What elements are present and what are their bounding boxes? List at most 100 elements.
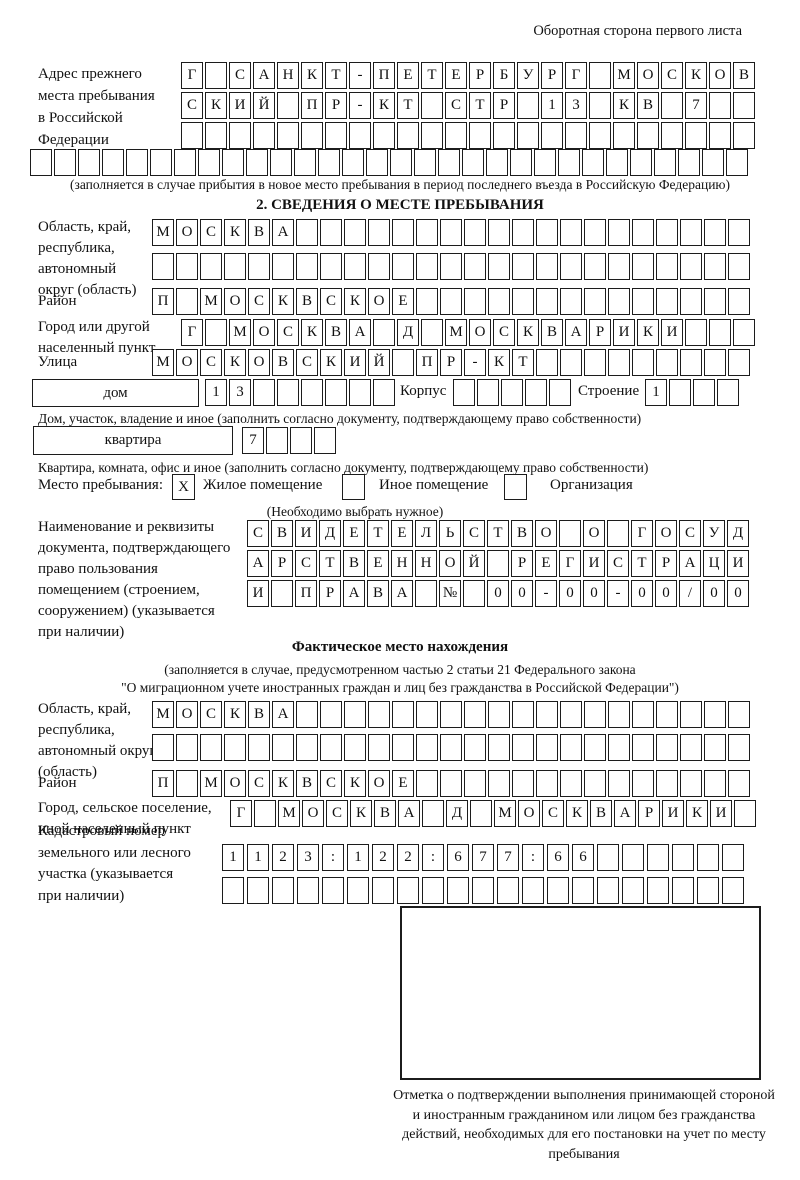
- char-cell[interactable]: 6: [447, 844, 469, 871]
- char-cell[interactable]: С: [661, 62, 683, 89]
- char-cell[interactable]: [525, 379, 547, 406]
- char-cell[interactable]: [685, 122, 707, 149]
- char-cell[interactable]: И: [613, 319, 635, 346]
- char-cell[interactable]: Р: [325, 92, 347, 119]
- char-cell[interactable]: А: [272, 219, 294, 246]
- char-cell[interactable]: [416, 734, 438, 761]
- char-cell[interactable]: 2: [372, 844, 394, 871]
- char-cell[interactable]: [102, 149, 124, 176]
- char-cell[interactable]: К: [224, 349, 246, 376]
- char-cell[interactable]: Б: [493, 62, 515, 89]
- char-cell[interactable]: [560, 253, 582, 280]
- char-cell[interactable]: Г: [181, 319, 203, 346]
- char-cell[interactable]: Е: [392, 770, 414, 797]
- char-cell[interactable]: [607, 520, 629, 547]
- char-cell[interactable]: [678, 149, 700, 176]
- char-cell[interactable]: [440, 253, 462, 280]
- char-cell[interactable]: [572, 877, 594, 904]
- char-cell[interactable]: [622, 844, 644, 871]
- char-cell[interactable]: С: [493, 319, 515, 346]
- char-cell[interactable]: [512, 219, 534, 246]
- char-cell[interactable]: [704, 288, 726, 315]
- char-cell[interactable]: [728, 219, 750, 246]
- char-cell[interactable]: М: [613, 62, 635, 89]
- char-cell[interactable]: С: [229, 62, 251, 89]
- char-cell[interactable]: [416, 288, 438, 315]
- char-cell[interactable]: [486, 149, 508, 176]
- char-cell[interactable]: [512, 701, 534, 728]
- char-cell[interactable]: [597, 877, 619, 904]
- char-cell[interactable]: Е: [445, 62, 467, 89]
- char-cell[interactable]: 3: [297, 844, 319, 871]
- char-cell[interactable]: К: [320, 349, 342, 376]
- char-cell[interactable]: [582, 149, 604, 176]
- char-cell[interactable]: Г: [230, 800, 252, 827]
- char-cell[interactable]: [726, 149, 748, 176]
- char-cell[interactable]: В: [733, 62, 755, 89]
- char-cell[interactable]: [589, 92, 611, 119]
- char-cell[interactable]: [477, 379, 499, 406]
- char-cell[interactable]: Т: [512, 349, 534, 376]
- char-cell[interactable]: [397, 877, 419, 904]
- char-cell[interactable]: С: [296, 349, 318, 376]
- char-cell[interactable]: [656, 701, 678, 728]
- char-cell[interactable]: [392, 349, 414, 376]
- char-cell[interactable]: -: [349, 92, 371, 119]
- char-cell[interactable]: [277, 122, 299, 149]
- char-cell[interactable]: [536, 253, 558, 280]
- char-cell[interactable]: К: [205, 92, 227, 119]
- char-cell[interactable]: [656, 349, 678, 376]
- char-cell[interactable]: [704, 253, 726, 280]
- char-cell[interactable]: [488, 770, 510, 797]
- char-cell[interactable]: М: [278, 800, 300, 827]
- char-cell[interactable]: [224, 253, 246, 280]
- char-cell[interactable]: [470, 800, 492, 827]
- char-cell[interactable]: Н: [277, 62, 299, 89]
- char-cell[interactable]: Е: [392, 288, 414, 315]
- char-cell[interactable]: [656, 770, 678, 797]
- char-cell[interactable]: [622, 877, 644, 904]
- char-cell[interactable]: [632, 219, 654, 246]
- char-cell[interactable]: В: [637, 92, 659, 119]
- char-cell[interactable]: У: [703, 520, 725, 547]
- char-cell[interactable]: [464, 253, 486, 280]
- char-cell[interactable]: [680, 288, 702, 315]
- char-cell[interactable]: [325, 379, 347, 406]
- char-cell[interactable]: [301, 122, 323, 149]
- char-cell[interactable]: О: [224, 770, 246, 797]
- char-cell[interactable]: [414, 149, 436, 176]
- char-cell[interactable]: [464, 770, 486, 797]
- char-cell[interactable]: [277, 379, 299, 406]
- char-cell[interactable]: /: [679, 580, 701, 607]
- char-cell[interactable]: В: [296, 770, 318, 797]
- char-cell[interactable]: [253, 122, 275, 149]
- char-cell[interactable]: [126, 149, 148, 176]
- char-cell[interactable]: [632, 288, 654, 315]
- char-cell[interactable]: [584, 288, 606, 315]
- char-cell[interactable]: Д: [397, 319, 419, 346]
- char-cell[interactable]: [488, 734, 510, 761]
- char-cell[interactable]: [517, 122, 539, 149]
- char-cell[interactable]: [488, 253, 510, 280]
- char-cell[interactable]: Г: [631, 520, 653, 547]
- char-cell[interactable]: 7: [242, 427, 264, 454]
- char-cell[interactable]: [347, 877, 369, 904]
- char-cell[interactable]: О: [535, 520, 557, 547]
- char-cell[interactable]: [733, 92, 755, 119]
- char-cell[interactable]: Д: [446, 800, 468, 827]
- char-cell[interactable]: К: [301, 319, 323, 346]
- char-cell[interactable]: [680, 734, 702, 761]
- char-cell[interactable]: [320, 219, 342, 246]
- char-cell[interactable]: [656, 253, 678, 280]
- char-cell[interactable]: И: [295, 520, 317, 547]
- char-cell[interactable]: [416, 701, 438, 728]
- char-cell[interactable]: [314, 427, 336, 454]
- char-cell[interactable]: О: [248, 349, 270, 376]
- char-cell[interactable]: О: [368, 288, 390, 315]
- char-cell[interactable]: [176, 288, 198, 315]
- char-cell[interactable]: М: [152, 219, 174, 246]
- char-cell[interactable]: Р: [469, 62, 491, 89]
- char-cell[interactable]: [680, 253, 702, 280]
- char-cell[interactable]: [733, 319, 755, 346]
- char-cell[interactable]: [368, 701, 390, 728]
